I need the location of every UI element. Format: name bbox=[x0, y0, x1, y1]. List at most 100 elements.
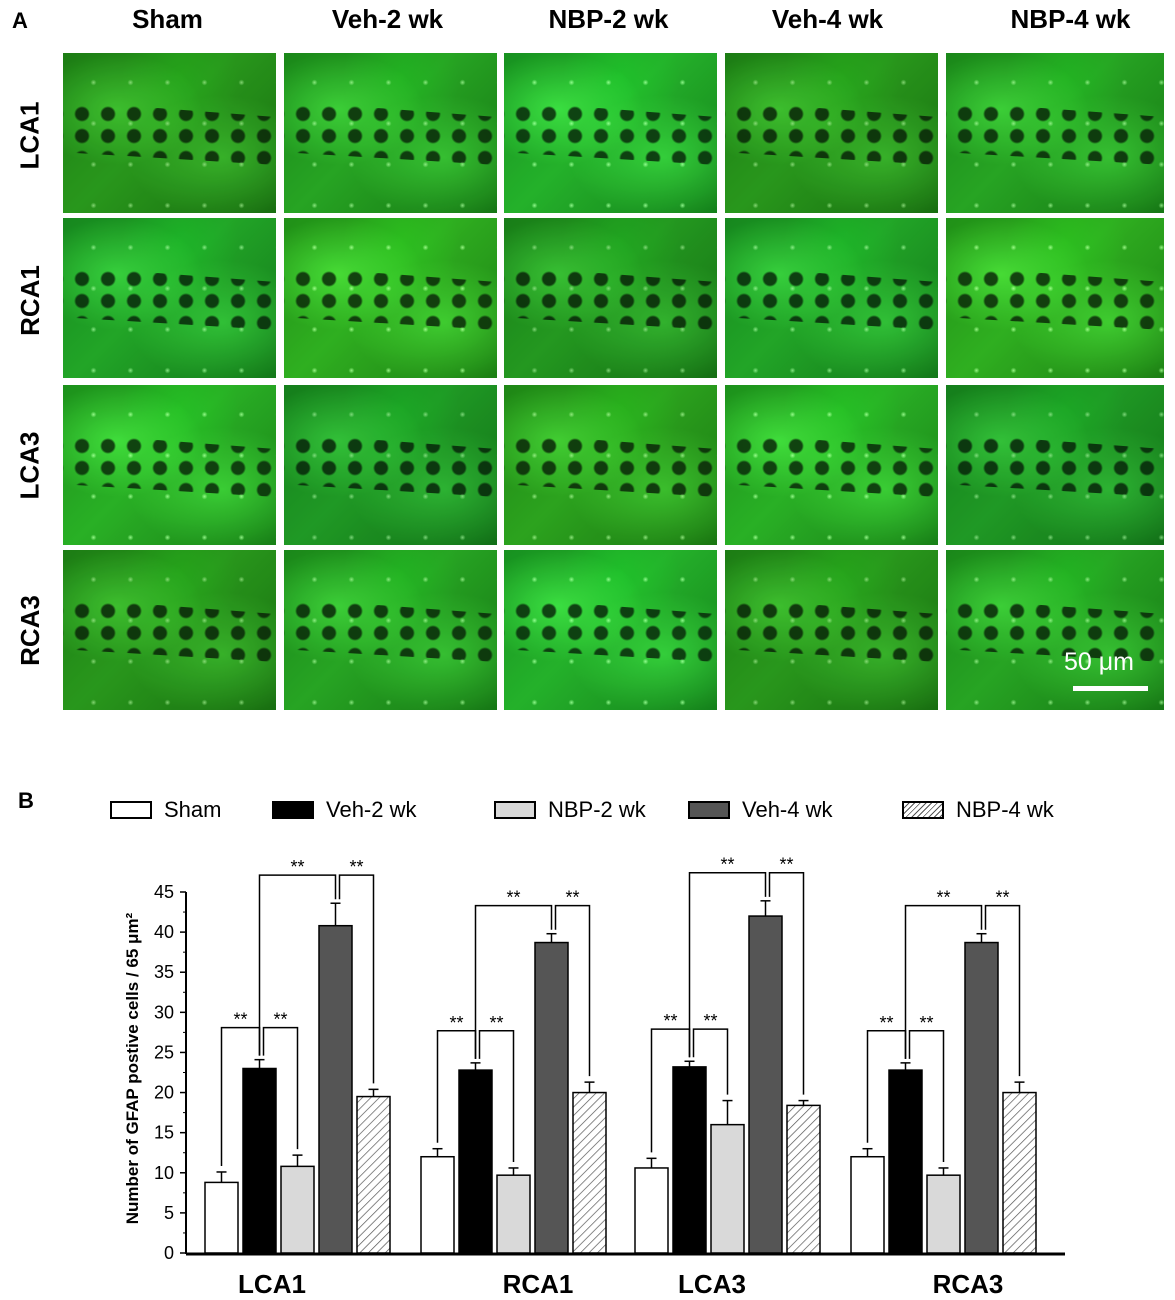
bar-lca3-series-1 bbox=[672, 1066, 707, 1254]
row-label-rca1: RCA1 bbox=[4, 220, 56, 380]
micrograph-1-4 bbox=[946, 218, 1164, 378]
bar-lca1-series-2 bbox=[280, 1165, 315, 1254]
scale-bar-label: 50 μm bbox=[1064, 648, 1134, 676]
y-tick-label-0: 0 bbox=[164, 1243, 174, 1263]
row-label-lca3: LCA3 bbox=[4, 385, 56, 545]
scale-bar bbox=[1073, 686, 1148, 691]
row-label-lca1: LCA1 bbox=[4, 55, 56, 215]
significance-bracket-1-3 bbox=[554, 904, 591, 1077]
micrograph-1-1 bbox=[284, 218, 497, 378]
bar-lca3-series-0 bbox=[634, 1167, 669, 1254]
bar-lca1-series-3 bbox=[318, 924, 353, 1254]
significance-bracket-1-1 bbox=[478, 1030, 515, 1162]
significance-label-3-1: ** bbox=[919, 1013, 933, 1033]
significance-label-3-0: ** bbox=[879, 1013, 893, 1033]
micrograph-0-1 bbox=[284, 53, 497, 213]
x-category-label-rca1: RCA1 bbox=[503, 1269, 574, 1299]
panel-b-letter: B bbox=[18, 788, 34, 813]
row-label-lca1-text: LCA1 bbox=[14, 101, 45, 169]
y-tick-label-30: 30 bbox=[154, 1002, 174, 1022]
row-label-rca1-text: RCA1 bbox=[14, 264, 45, 336]
legend-label-nbp-4wk: NBP-4 wk bbox=[956, 797, 1054, 822]
significance-label-2-2: ** bbox=[720, 855, 734, 875]
bar-rca3-series-4 bbox=[1002, 1091, 1037, 1254]
legend-item-veh-2wk: Veh-2 wk bbox=[272, 790, 417, 830]
y-tick-label-20: 20 bbox=[154, 1083, 174, 1103]
y-axis-title: Number of GFAP postive cells / 65 μm² bbox=[123, 912, 142, 1224]
micrograph-0-0 bbox=[63, 53, 276, 213]
significance-label-1-0: ** bbox=[449, 1013, 463, 1033]
legend-label-sham: Sham bbox=[164, 797, 222, 822]
micrograph-2-1 bbox=[284, 385, 497, 545]
micrograph-1-0 bbox=[63, 218, 276, 378]
chart-legend: Sham Veh-2 wk NBP-2 wk Veh-4 wk NBP-4 wk bbox=[0, 790, 1175, 830]
bar-rca3-series-3 bbox=[964, 941, 999, 1254]
micrograph-1-2 bbox=[504, 218, 717, 378]
bar-rca1-series-2 bbox=[496, 1174, 531, 1254]
y-tick-label-25: 25 bbox=[154, 1042, 174, 1062]
bar-lca3-series-3 bbox=[748, 915, 783, 1254]
column-header-veh-2wk: Veh-2 wk bbox=[331, 4, 444, 34]
legend-label-veh-2wk: Veh-2 wk bbox=[326, 797, 417, 822]
significance-label-0-2: ** bbox=[290, 857, 304, 877]
bar-rca3-series-2 bbox=[926, 1174, 961, 1254]
micrograph-2-0 bbox=[63, 385, 276, 545]
micrograph-3-1 bbox=[284, 550, 497, 710]
y-tick-label-10: 10 bbox=[154, 1163, 174, 1183]
micrograph-3-2 bbox=[504, 550, 717, 710]
x-category-label-lca3: LCA3 bbox=[678, 1269, 746, 1299]
bar-rca1-series-4 bbox=[572, 1091, 607, 1254]
micrograph-2-3 bbox=[725, 385, 938, 545]
x-category-label-lca1: LCA1 bbox=[238, 1269, 306, 1299]
significance-label-2-0: ** bbox=[663, 1011, 677, 1031]
legend-swatch-sham bbox=[110, 801, 152, 819]
bar-lca1-series-4 bbox=[356, 1095, 391, 1254]
row-label-rca3-text: RCA3 bbox=[14, 594, 45, 666]
significance-label-0-1: ** bbox=[273, 1010, 287, 1030]
micrograph-2-4 bbox=[946, 385, 1164, 545]
row-label-rca3: RCA3 bbox=[4, 550, 56, 710]
significance-bracket-1-2 bbox=[474, 904, 553, 1059]
y-tick-label-15: 15 bbox=[154, 1123, 174, 1143]
legend-swatch-nbp-2wk bbox=[494, 801, 536, 819]
micrograph-0-3 bbox=[725, 53, 938, 213]
significance-label-2-1: ** bbox=[703, 1011, 717, 1031]
x-category-label-rca3: RCA3 bbox=[933, 1269, 1004, 1299]
panel-a-letter: A bbox=[12, 8, 28, 33]
y-tick-label-5: 5 bbox=[164, 1203, 174, 1223]
legend-label-nbp-2wk: NBP-2 wk bbox=[548, 797, 646, 822]
bar-rca1-series-1 bbox=[458, 1069, 493, 1254]
micrograph-3-0 bbox=[63, 550, 276, 710]
bar-lca3-series-4 bbox=[786, 1104, 821, 1254]
significance-bracket-3-3 bbox=[984, 904, 1021, 1077]
bar-rca3-series-0 bbox=[850, 1155, 885, 1254]
significance-bracket-2-2 bbox=[688, 871, 767, 1058]
bar-lca3-series-2 bbox=[710, 1123, 745, 1254]
significance-bracket-3-1 bbox=[908, 1030, 945, 1162]
row-label-lca3-text: LCA3 bbox=[14, 431, 45, 499]
column-header-nbp-4wk: NBP-4 wk bbox=[1010, 4, 1131, 34]
significance-label-0-3: ** bbox=[349, 857, 363, 877]
significance-label-1-3: ** bbox=[565, 888, 579, 908]
legend-swatch-veh-2wk bbox=[272, 801, 314, 819]
significance-label-1-2: ** bbox=[506, 888, 520, 908]
significance-label-1-1: ** bbox=[489, 1013, 503, 1033]
legend-item-nbp-4wk: NBP-4 wk bbox=[902, 790, 1054, 830]
micrograph-0-4 bbox=[946, 53, 1164, 213]
significance-label-3-2: ** bbox=[936, 888, 950, 908]
legend-item-nbp-2wk: NBP-2 wk bbox=[494, 790, 646, 830]
legend-label-veh-4wk: Veh-4 wk bbox=[742, 797, 833, 822]
significance-bracket-0-2 bbox=[258, 874, 337, 1056]
significance-label-0-0: ** bbox=[233, 1010, 247, 1030]
micrograph-0-2 bbox=[504, 53, 717, 213]
significance-bracket-2-3 bbox=[768, 871, 805, 1095]
micrograph-3-4 bbox=[946, 550, 1164, 710]
bar-rca1-series-0 bbox=[420, 1155, 455, 1254]
legend-item-veh-4wk: Veh-4 wk bbox=[688, 790, 833, 830]
significance-bracket-2-1 bbox=[692, 1028, 729, 1095]
micrograph-2-2 bbox=[504, 385, 717, 545]
y-tick-label-35: 35 bbox=[154, 962, 174, 982]
micrograph-3-3 bbox=[725, 550, 938, 710]
bar-lca1-series-1 bbox=[242, 1067, 277, 1254]
gfap-bar-chart: 0 5 10 15 20 25 30 35 40 45 Number of GFAP postive… bbox=[123, 855, 1065, 1299]
